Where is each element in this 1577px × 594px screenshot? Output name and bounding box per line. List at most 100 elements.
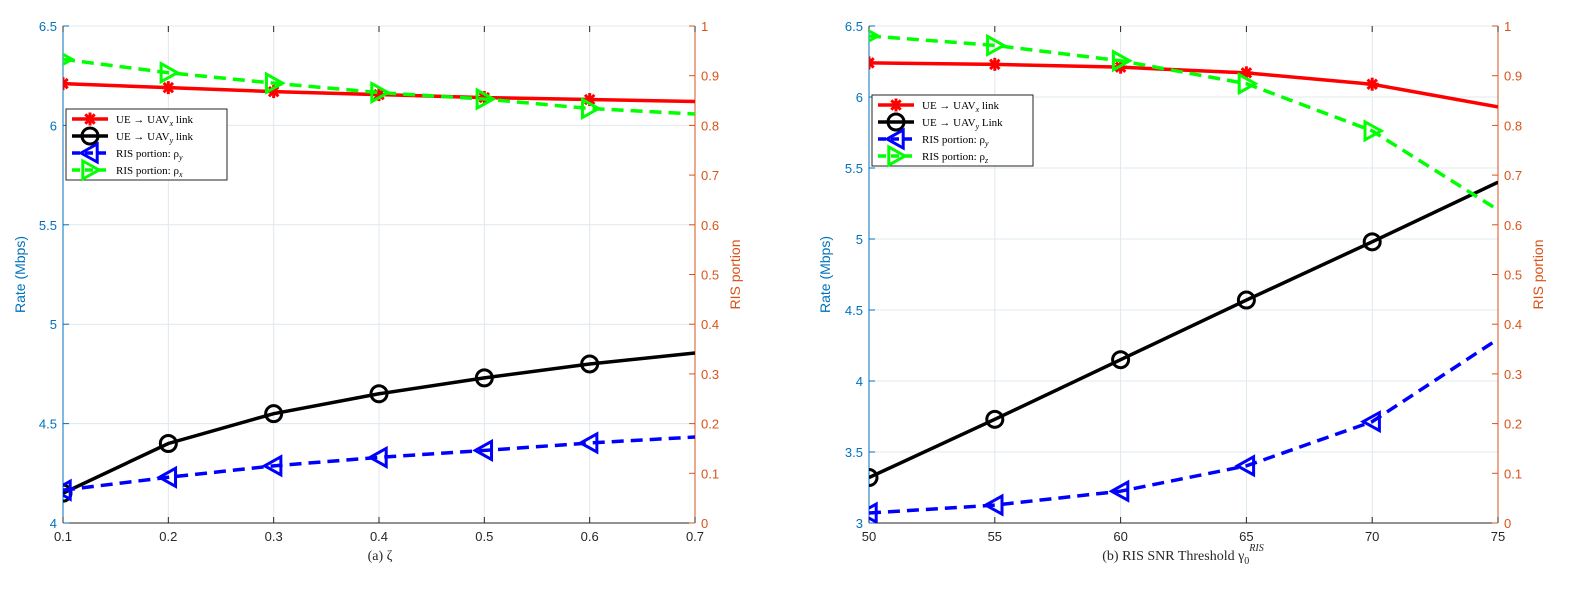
data-point-marker xyxy=(261,454,283,478)
data-point-marker xyxy=(366,445,388,469)
data-point-marker xyxy=(1362,232,1382,252)
x-tick-label: 65 xyxy=(1239,529,1253,544)
data-point-marker xyxy=(472,438,494,462)
legend-entry: UE → UAVx link xyxy=(72,112,194,128)
y-tick-label-right: 0.7 xyxy=(701,168,719,183)
data-point-marker xyxy=(1363,119,1385,143)
legend-entry: UE → UAVx link xyxy=(878,98,1000,114)
data-point-marker xyxy=(474,368,494,388)
legend-label: UE → UAVx link xyxy=(116,114,194,128)
legend-marker xyxy=(83,112,97,126)
x-axis-label-sub: 0 xyxy=(1244,556,1249,567)
x-tick-label: 55 xyxy=(988,529,1002,544)
data-point-marker xyxy=(869,501,878,523)
x-tick-label: 0.7 xyxy=(686,529,704,544)
legend-label-tail: link xyxy=(979,100,999,112)
legend-label-main: UE → UAV xyxy=(116,114,170,126)
y-tick-label-right: 0.2 xyxy=(1504,417,1522,432)
series-triangle-right xyxy=(869,29,1498,212)
legend-label-main: RIS portion: ρ xyxy=(922,134,985,146)
y-tick-label-left: 4 xyxy=(856,374,863,389)
y-tick-label-right: 0.4 xyxy=(1504,317,1522,332)
chart-b: 50 55 60 65 70 75 3 3.5 4 4.5 5 5.5 6 6.5 0 0.1 0.2 0.3 0.… xyxy=(817,19,1546,567)
data-point-marker xyxy=(63,77,70,91)
legend-entry: RIS portion: ρy xyxy=(878,127,989,151)
y-tick-label-right: 0.9 xyxy=(1504,69,1522,84)
data-point-marker xyxy=(869,468,879,488)
y-axis-label-left: Rate (Mbps) xyxy=(817,236,833,313)
y-tick-label-right: 0.1 xyxy=(1504,466,1522,481)
x-tick-label: 70 xyxy=(1365,529,1379,544)
chart-a: 0.1 0.2 0.3 0.4 0.5 0.6 0.7 4 4.5 5 5.5 6 6.5 0 0.1 0.2… xyxy=(12,19,743,564)
legend-label: RIS portion: ρz xyxy=(922,151,989,165)
data-point-marker xyxy=(580,354,600,374)
series-line xyxy=(63,351,695,495)
y-tick-label-right: 0.9 xyxy=(701,69,719,84)
legend-label: RIS portion: ρy xyxy=(116,148,183,162)
data-point-marker xyxy=(1236,290,1256,310)
y-tick-label-right: 0.5 xyxy=(701,268,719,283)
legend-marker xyxy=(77,141,99,165)
x-tick-label: 0.1 xyxy=(54,529,72,544)
legend-marker xyxy=(883,127,905,151)
data-point-marker xyxy=(264,404,284,424)
legend-marker xyxy=(80,126,100,146)
data-point-marker xyxy=(1111,350,1131,370)
y-tick-label-right: 0.6 xyxy=(1504,218,1522,233)
data-point-marker xyxy=(982,493,1004,517)
data-point-marker xyxy=(1234,454,1256,478)
legend-label-tail: Link xyxy=(979,117,1003,129)
y-tick-label-right: 0.7 xyxy=(1504,168,1522,183)
series-line xyxy=(869,34,1498,212)
y-tick-label-right: 0.1 xyxy=(701,466,719,481)
y-tick-label-right: 0.5 xyxy=(1504,268,1522,283)
data-point-marker xyxy=(63,478,72,502)
legend-label-sub: y xyxy=(975,122,980,131)
y-tick-label-left: 5 xyxy=(856,232,863,247)
series-line xyxy=(63,435,695,492)
x-axis-label: (a) ζ xyxy=(368,549,393,564)
data-point-marker xyxy=(1111,49,1133,73)
y-tick-label-left: 5.5 xyxy=(39,218,57,233)
legend-label-sub: y xyxy=(984,139,989,148)
legend-label-tail: link xyxy=(173,114,193,126)
x-tick-label: 0.4 xyxy=(370,529,388,544)
data-point-marker xyxy=(370,81,392,105)
y-tick-label-right: 0.3 xyxy=(1504,367,1522,382)
y-tick-label-left: 6.5 xyxy=(845,19,863,34)
legend-entry: UE → UAVy link xyxy=(72,126,194,146)
y-tick-label-left: 4.5 xyxy=(845,303,863,318)
y-tick-label-left: 6.5 xyxy=(39,19,57,34)
legend-label-main: UE → UAV xyxy=(922,117,976,129)
legend-marker xyxy=(886,112,906,132)
legend-label: UE → UAVy link xyxy=(116,131,194,145)
data-point-marker xyxy=(159,61,181,85)
legend-marker xyxy=(81,158,103,182)
legend-entry: RIS portion: ρy xyxy=(72,141,183,165)
y-tick-label-left: 4 xyxy=(50,516,57,531)
y-tick-label-right: 0.4 xyxy=(701,317,719,332)
legend-label-sub: y xyxy=(169,136,174,145)
legend-entry: RIS portion: ρx xyxy=(72,158,183,182)
data-point-marker xyxy=(475,87,497,111)
legend-label-main: RIS portion: ρ xyxy=(116,148,179,160)
x-tick-label: 0.3 xyxy=(265,529,283,544)
legend-label-main: UE → UAV xyxy=(922,100,976,112)
y-tick-label-right: 0 xyxy=(1504,516,1511,531)
x-tick-label: 75 xyxy=(1491,529,1505,544)
y-tick-label-left: 5 xyxy=(50,317,57,332)
series-line xyxy=(869,337,1498,515)
data-point-marker xyxy=(577,431,599,455)
series-line xyxy=(869,180,1498,480)
legend-label-main: UE → UAV xyxy=(116,131,170,143)
y-axis-label-left: Rate (Mbps) xyxy=(12,236,28,313)
y-tick-label-left: 3.5 xyxy=(845,445,863,460)
legend-label-sub: y xyxy=(178,153,183,162)
y-tick-label-left: 5.5 xyxy=(845,161,863,176)
legend-label: UE → UAVx link xyxy=(922,100,1000,114)
series-triangle-left xyxy=(869,337,1498,523)
legend-label-main: RIS portion: ρ xyxy=(922,151,985,163)
